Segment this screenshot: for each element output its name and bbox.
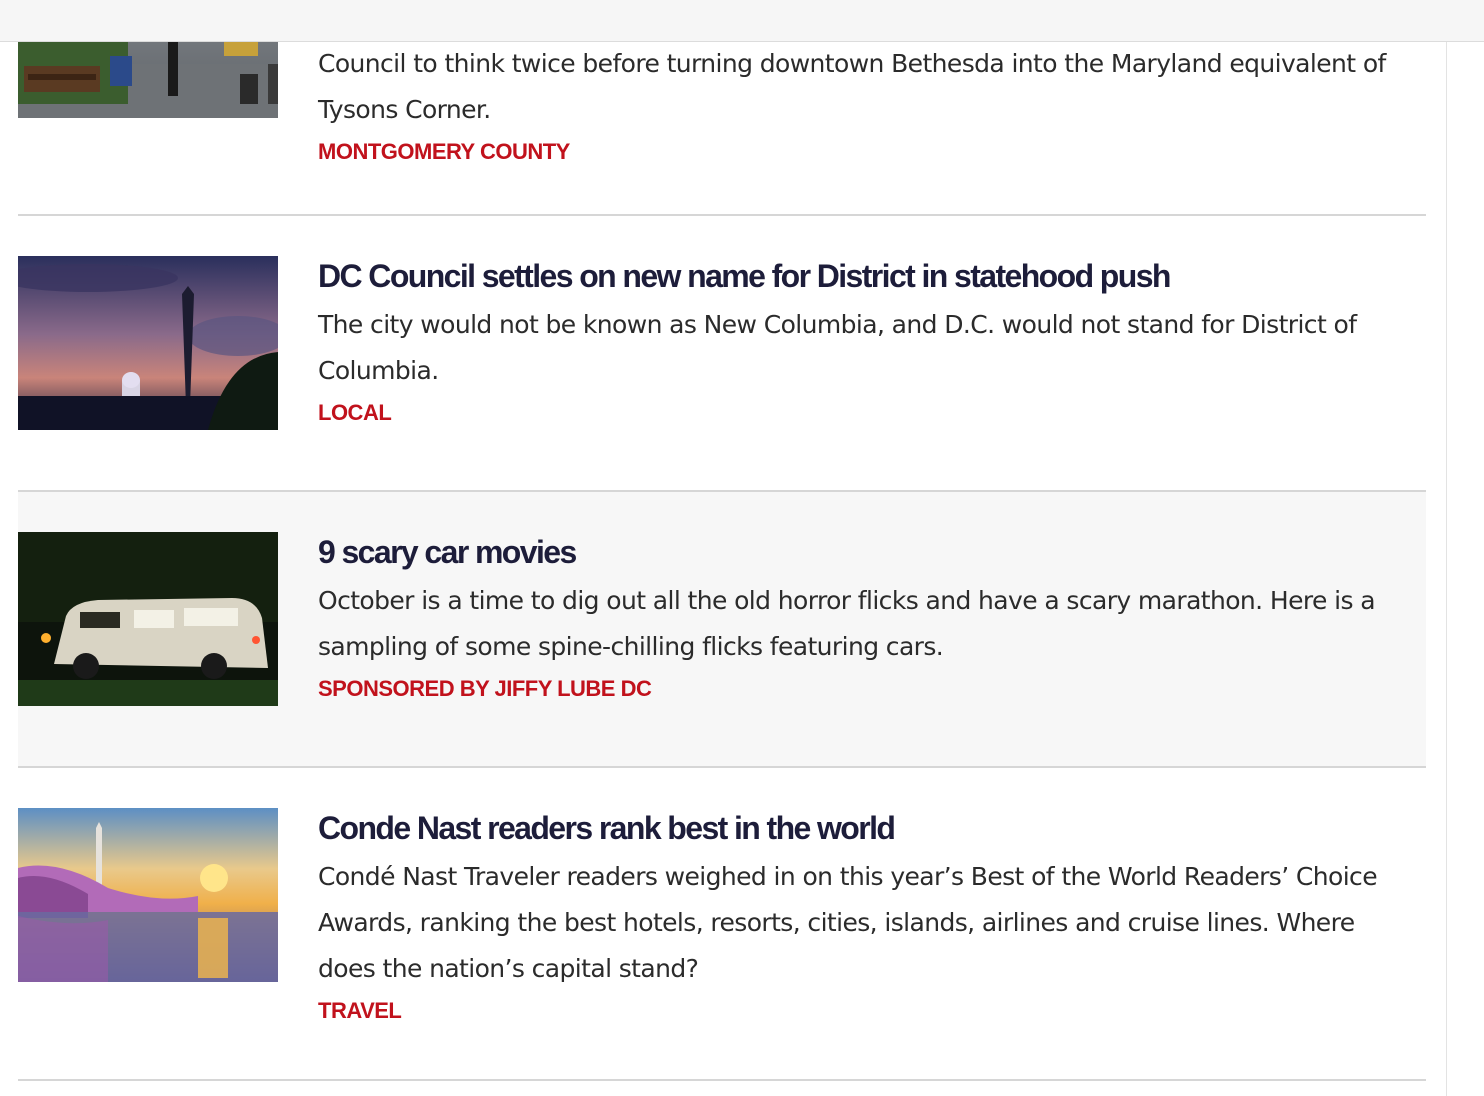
- story-text: Council to think twice before turning do…: [318, 41, 1418, 167]
- story-category-link[interactable]: SPONSORED BY JIFFY LUBE DC: [318, 676, 652, 701]
- story-feed: Council to think twice before turning do…: [18, 0, 1426, 1081]
- story-headline-link[interactable]: DC Council settles on new name for Distr…: [318, 258, 1171, 294]
- story-category-link[interactable]: LOCAL: [318, 400, 392, 425]
- story-card[interactable]: DC Council settles on new name for Distr…: [18, 216, 1426, 492]
- browser-top-bar: [0, 0, 1484, 42]
- story-dek: October is a time to dig out all the old…: [318, 586, 1376, 661]
- story-thumbnail[interactable]: [18, 532, 278, 706]
- story-category-link[interactable]: TRAVEL: [318, 998, 402, 1023]
- story-text: 9 scary car movies October is a time to …: [318, 532, 1418, 704]
- story-dek: Condé Nast Traveler readers weighed in o…: [318, 862, 1378, 983]
- story-card[interactable]: Council to think twice before turning do…: [18, 0, 1426, 216]
- story-dek: Council to think twice before turning do…: [318, 49, 1386, 124]
- story-text: DC Council settles on new name for Distr…: [318, 256, 1418, 428]
- story-thumbnail[interactable]: [18, 808, 278, 982]
- story-text: Conde Nast readers rank best in the worl…: [318, 808, 1418, 1026]
- story-thumbnail[interactable]: [18, 256, 278, 430]
- story-card[interactable]: Conde Nast readers rank best in the worl…: [18, 768, 1426, 1081]
- right-rail-divider: [1446, 41, 1447, 1096]
- story-headline-link[interactable]: 9 scary car movies: [318, 534, 577, 570]
- story-headline-link[interactable]: Conde Nast readers rank best in the worl…: [318, 810, 896, 846]
- story-dek: The city would not be known as New Colum…: [318, 310, 1357, 385]
- story-card-sponsored[interactable]: 9 scary car movies October is a time to …: [18, 492, 1426, 768]
- story-category-link[interactable]: MONTGOMERY COUNTY: [318, 139, 570, 164]
